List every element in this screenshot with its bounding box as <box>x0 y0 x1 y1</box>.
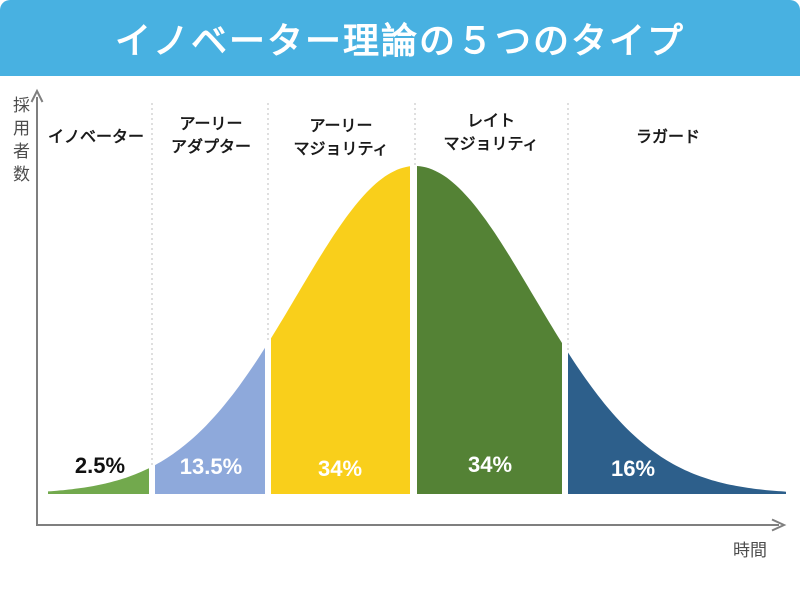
stage-label-late-majority: レイト マジョリティ <box>443 113 539 154</box>
stage-label-early-adopters: アーリー アダプター <box>170 116 252 157</box>
pct-early-adopters: 13.5% <box>179 454 243 479</box>
divider-lines <box>151 103 569 466</box>
title-banner: イノベーター理論の５つのタイプ <box>0 0 800 76</box>
pct-late-majority: 34% <box>467 452 513 477</box>
segment-area-2 <box>271 166 410 495</box>
curve-segments <box>48 166 786 495</box>
pct-laggards: 16% <box>610 456 656 481</box>
stage-label-early-majority: アーリー マジョリティ <box>293 118 389 159</box>
segment-area-1 <box>155 347 265 494</box>
y-axis-arrow-icon <box>30 88 44 103</box>
stage-label-innovators: イノベーター <box>47 129 145 146</box>
pct-early-majority: 34% <box>317 456 363 481</box>
segment-area-4 <box>568 352 786 494</box>
segment-area-3 <box>417 166 562 494</box>
pct-innovators: 2.5% <box>74 453 126 478</box>
y-axis-label: 採用者数 <box>10 96 29 188</box>
stage-label-laggards: ラガード <box>635 129 701 146</box>
x-axis-label: 時間 <box>733 541 767 560</box>
x-axis-arrow-icon <box>771 518 787 532</box>
segment-area-0 <box>48 468 149 494</box>
page-title: イノベーター理論の５つのタイプ <box>114 20 685 61</box>
axes <box>30 88 787 532</box>
